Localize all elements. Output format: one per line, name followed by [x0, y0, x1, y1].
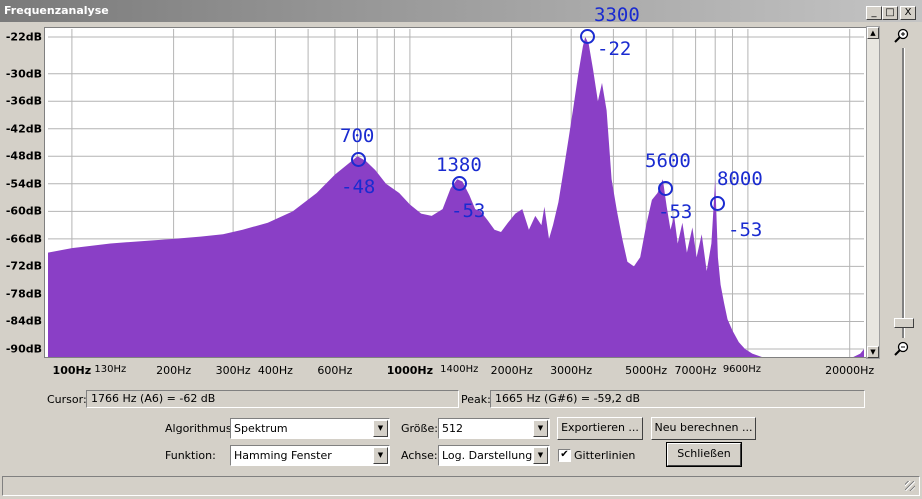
cursor-label: Cursor: [47, 393, 87, 406]
axis-label: Achse: [401, 449, 438, 462]
x-tick-label: 5000Hz [625, 364, 668, 377]
chevron-down-icon[interactable]: ▼ [533, 420, 548, 437]
zoom-out-icon[interactable] [894, 341, 910, 357]
annotation-circle-icon [351, 152, 366, 167]
y-tick-label: -84dB [5, 314, 42, 328]
chevron-down-icon[interactable]: ▼ [373, 447, 388, 464]
size-value: 512 [442, 422, 463, 435]
window-title: Frequenzanalyse [4, 4, 109, 17]
annotation-level: -53 [451, 200, 486, 222]
annotation-level: -22 [597, 38, 632, 60]
x-tick-label: 1000Hz [386, 364, 433, 377]
y-tick-label: -30dB [5, 67, 42, 81]
annotation-frequency: 8000 [717, 168, 763, 190]
x-tick-label: 2000Hz [490, 364, 533, 377]
axis-value: Log. Darstellung [442, 449, 533, 462]
zoom-slider-thumb[interactable] [894, 318, 914, 328]
y-tick-label: -42dB [5, 122, 42, 136]
checkmark-icon: ✔ [560, 449, 569, 460]
maximize-button[interactable]: □ [882, 6, 898, 20]
annotation-frequency: 3300 [594, 4, 640, 26]
x-tick-label: 1400Hz [440, 364, 479, 375]
recalculate-button[interactable]: Neu berechnen ... [651, 417, 756, 440]
annotation-frequency: 5600 [645, 150, 691, 172]
export-button[interactable]: Exportieren ... [557, 417, 643, 440]
minimize-button[interactable]: _ [866, 6, 882, 20]
grid-label: Gitterlinien [574, 449, 636, 462]
y-tick-label: -54dB [5, 177, 42, 191]
size-label: Größe: [401, 422, 438, 435]
function-value: Hamming Fenster [234, 449, 332, 462]
spectrum-plot[interactable] [48, 29, 864, 357]
x-tick-label: 400Hz [257, 364, 293, 377]
zoom-slider-track [902, 48, 905, 338]
peak-label: Peak: [461, 393, 491, 406]
annotation-circle-icon [580, 29, 595, 44]
cursor-readout: 1766 Hz (A6) = -62 dB [86, 390, 459, 408]
function-select[interactable]: Hamming Fenster ▼ [230, 445, 390, 466]
annotation-circle-icon [452, 176, 467, 191]
y-tick-label: -60dB [5, 204, 42, 218]
y-tick-label: -36dB [5, 94, 42, 108]
close-window-button[interactable]: X [900, 6, 916, 20]
algorithm-value: Spektrum [234, 422, 288, 435]
y-tick-label: -72dB [5, 259, 42, 273]
scroll-up-button[interactable]: ▲ [867, 27, 879, 39]
axis-select[interactable]: Log. Darstellung ▼ [438, 445, 550, 466]
algorithm-select[interactable]: Spektrum ▼ [230, 418, 390, 439]
spectrum-area [48, 37, 864, 357]
x-tick-label: 7000Hz [674, 364, 717, 377]
annotation-level: -48 [341, 176, 376, 198]
vertical-scrollbar[interactable]: ▲ ▼ [866, 26, 880, 359]
y-tick-label: -66dB [5, 232, 42, 246]
x-tick-label: 20000Hz [825, 364, 875, 377]
y-tick-label: -90dB [5, 342, 42, 356]
y-tick-label: -48dB [5, 149, 42, 163]
x-tick-label: 3000Hz [550, 364, 593, 377]
annotation-circle-icon [710, 196, 725, 211]
y-tick-label: -78dB [5, 287, 42, 301]
x-tick-label: 600Hz [317, 364, 353, 377]
status-bar [2, 476, 920, 496]
x-tick-label: 130Hz [94, 364, 127, 375]
chevron-down-icon[interactable]: ▼ [533, 447, 548, 464]
annotation-frequency: 700 [340, 125, 375, 147]
chevron-down-icon[interactable]: ▼ [373, 420, 388, 437]
title-bar: Frequenzanalyse _ □ X [0, 0, 922, 22]
grid-checkbox[interactable]: ✔ [558, 449, 571, 462]
scroll-down-button[interactable]: ▼ [867, 346, 879, 358]
annotation-level: -53 [658, 201, 693, 223]
x-tick-label: 9600Hz [722, 364, 762, 375]
function-label: Funktion: [165, 449, 216, 462]
x-tick-label: 200Hz [156, 364, 192, 377]
x-tick-label: 100Hz [52, 364, 92, 377]
annotation-frequency: 1380 [436, 154, 482, 176]
resize-grip-icon[interactable] [905, 481, 915, 491]
size-select[interactable]: 512 ▼ [438, 418, 550, 439]
peak-readout: 1665 Hz (G#6) = -59,2 dB [490, 390, 865, 408]
x-tick-label: 300Hz [215, 364, 251, 377]
annotation-level: -53 [728, 219, 763, 241]
close-button[interactable]: Schließen [666, 442, 742, 467]
y-tick-label: -22dB [5, 30, 42, 44]
annotation-circle-icon [658, 181, 673, 196]
zoom-in-icon[interactable] [894, 28, 910, 44]
algorithm-label: Algorithmus: [165, 422, 236, 435]
